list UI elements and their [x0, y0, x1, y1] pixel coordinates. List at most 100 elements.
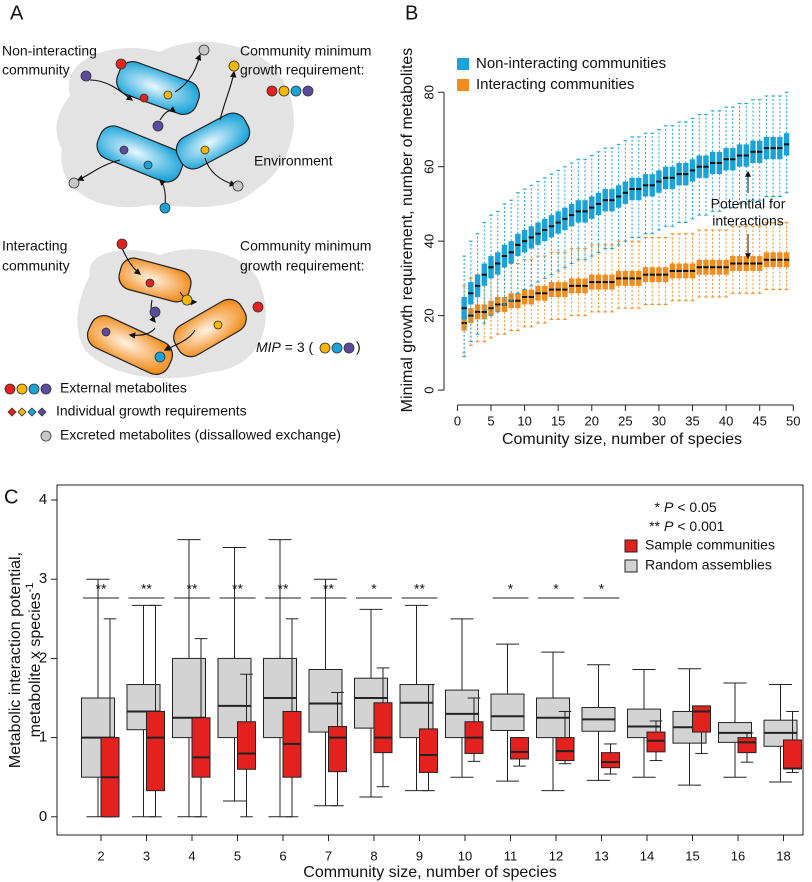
y-tick-label: 40 [421, 234, 436, 248]
label: Interacting [2, 238, 67, 254]
y-tick-label: 80 [421, 85, 436, 99]
significance-label: ** [232, 581, 243, 597]
legend-label: Non-interacting communities [476, 55, 666, 72]
significance-label: ** [96, 581, 107, 597]
label: growth requirement: [240, 258, 365, 274]
y-tick-label: 60 [421, 159, 436, 173]
x-tick-label: 18 [776, 848, 790, 863]
x-tick-label: 7 [325, 848, 332, 863]
x-tick-label: 15 [685, 848, 699, 863]
legend-label: External metabolites [60, 380, 187, 396]
legend-label: Excreted metabolites (dissallowed exchan… [60, 427, 341, 443]
y-tick-label: 0 [39, 808, 47, 825]
box [510, 737, 529, 760]
box [646, 731, 666, 753]
x-tick-label: 40 [719, 413, 733, 428]
y-tick-label: 1 [39, 729, 47, 746]
label: community [2, 62, 70, 78]
y-tick-label: 4 [39, 491, 47, 508]
y-tick-label: 2 [39, 649, 47, 666]
significance-label: * [508, 581, 514, 597]
significance-label: ** [323, 581, 334, 597]
x-axis-title: Comunity size, number of species [502, 431, 742, 448]
y-axis-title: Minimal growth requirement, number of me… [399, 48, 416, 413]
legend-swatch [457, 58, 469, 70]
annotation: Potential for [711, 196, 786, 212]
x-tick-label: 8 [370, 848, 377, 863]
significance-label: ** [187, 581, 198, 597]
p-text: < 0.001 [677, 518, 724, 534]
label: Community minimum [240, 43, 371, 59]
box [308, 669, 343, 733]
significance-label: ** [414, 581, 425, 597]
x-tick-label: 10 [517, 413, 531, 428]
legend-label: Random assemblies [645, 557, 772, 573]
x-tick-label: 30 [652, 413, 666, 428]
legend-symbols [4, 383, 52, 442]
pvalue-legend: ** [649, 518, 660, 534]
legend-swatch [457, 79, 469, 91]
box [237, 721, 256, 770]
box [692, 705, 711, 733]
x-tick-label: 3 [143, 848, 150, 863]
significance-label: ** [278, 581, 289, 597]
label: growth requirement: [240, 62, 365, 78]
environment-blob [56, 41, 294, 208]
box [601, 752, 620, 769]
x-tick-label: 14 [640, 848, 654, 863]
x-axis-title: Community size, number of species [303, 864, 556, 881]
annotation: interactions [712, 213, 784, 229]
panel-label: A [10, 2, 24, 24]
x-tick-label: 35 [685, 413, 699, 428]
x-tick-label: 50 [786, 413, 800, 428]
significance-label: * [553, 581, 559, 597]
box [555, 737, 575, 762]
x-tick-label: 16 [731, 848, 745, 863]
legend-label: Interacting communities [476, 76, 634, 93]
x-tick-label: 9 [416, 848, 423, 863]
x-tick-label: 2 [97, 848, 104, 863]
label: Environment [254, 153, 333, 169]
cells [96, 61, 251, 183]
panel-label: B [405, 2, 418, 24]
y-axis-title: Metabolic interaction potential, [7, 552, 24, 768]
y-axis-title-sup: -1 [24, 583, 36, 593]
legend-label: Sample communities [645, 537, 775, 553]
p-text: < 0.05 [677, 499, 717, 515]
y-tick-label: 0 [421, 386, 436, 393]
x-tick-label: 0 [454, 413, 461, 428]
significance-label: ** [141, 581, 152, 597]
pvalue-legend: * [655, 499, 661, 515]
label: Non-interacting [2, 43, 97, 59]
stars: ** [649, 518, 660, 534]
stars: * [655, 499, 661, 515]
panel-label: C [4, 486, 18, 508]
p-symbol: P [664, 499, 674, 515]
legend-label: Individual growth requirements [56, 403, 247, 419]
label: Community minimum [240, 238, 371, 254]
mip-close: ) [356, 339, 361, 355]
arrows [76, 53, 237, 351]
box [373, 702, 393, 754]
mip-text: = 3 ( [285, 339, 314, 355]
p-symbol: P [664, 518, 674, 534]
x-tick-label: 4 [188, 848, 195, 863]
x-tick-label: 6 [279, 848, 286, 863]
x-tick-label: 10 [458, 848, 472, 863]
box [146, 710, 165, 792]
x-tick-label: 5 [234, 848, 241, 863]
x-tick-label: 15 [551, 413, 565, 428]
mip-dots [319, 342, 355, 354]
x-tick-label: 20 [585, 413, 599, 428]
significance-label: * [371, 581, 377, 597]
x-tick-label: 5 [487, 413, 494, 428]
significance-label: * [599, 581, 605, 597]
mip: MIP = 3 ( [256, 339, 314, 355]
box [737, 737, 757, 754]
x-tick-label: 11 [504, 848, 518, 863]
box [490, 693, 525, 731]
requirement-dots [252, 85, 314, 313]
y-tick-label: 3 [39, 570, 47, 587]
x-tick-label: 45 [752, 413, 766, 428]
